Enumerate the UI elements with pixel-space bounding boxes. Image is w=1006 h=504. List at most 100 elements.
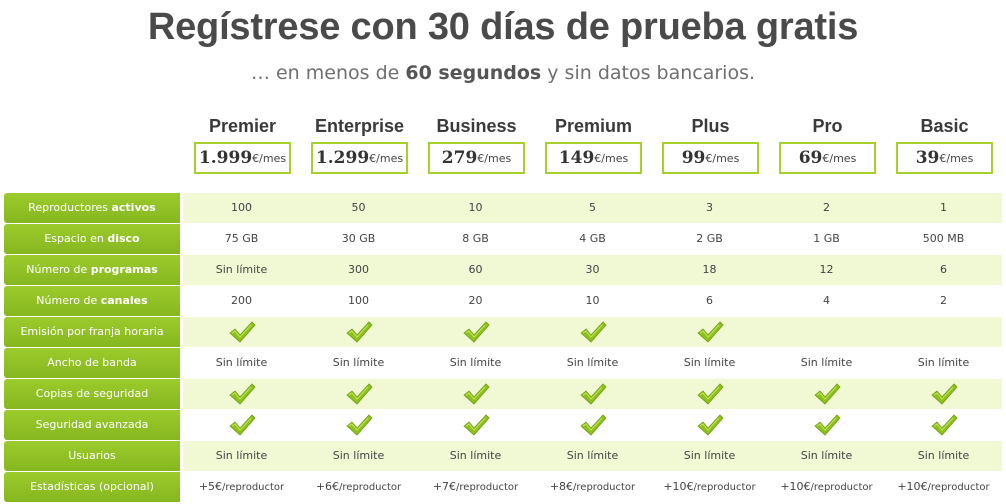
- feature-value: Sin límite: [917, 356, 970, 369]
- feature-label-text: Usuarios: [68, 449, 116, 462]
- price-unit: €/mes: [594, 151, 629, 165]
- addon-amount: +10€: [780, 480, 811, 493]
- price-amount: 279: [441, 148, 478, 168]
- plan-column-4: Plus 99 €/mes: [652, 112, 769, 174]
- feature-label-text: Seguridad avanzada: [35, 418, 149, 431]
- feature-label-text: Estadísticas (opcional): [30, 480, 154, 493]
- addon-unit: /reproductor: [339, 482, 402, 493]
- feature-label: Usuarios: [4, 441, 180, 471]
- plan-column-2: Business 279 €/mes: [418, 112, 535, 174]
- price-amount: 1.999: [198, 148, 253, 168]
- plan-price-button[interactable]: 39 €/mes: [896, 142, 993, 174]
- check-icon: [768, 379, 885, 409]
- feature-value: 4 GB: [579, 232, 606, 245]
- feature-value: Sin límite: [566, 356, 619, 369]
- check-icon: [183, 410, 300, 440]
- plan-name: Basic: [920, 116, 969, 136]
- feature-label: Estadísticas (opcional): [4, 472, 180, 502]
- feature-value: 5: [589, 201, 596, 214]
- addon-price: +6€/reproductor: [300, 472, 417, 502]
- feature-label: Reproductores activos: [4, 193, 180, 223]
- feature-row: Número de canales 200 100 20 10 6 4 2: [4, 286, 1002, 317]
- check-icon: [885, 410, 1002, 440]
- price-amount: 1.299: [315, 148, 370, 168]
- price-unit: €/mes: [369, 151, 404, 165]
- feature-row: Número de programas Sin límite 300 60 30 18 12…: [4, 255, 1002, 286]
- feature-row: Copias de seguridad: [4, 379, 1002, 410]
- plan-name: Business: [436, 116, 517, 136]
- check-icon: [768, 410, 885, 440]
- feature-value: Sin límite: [215, 263, 268, 276]
- feature-label-text: Número de: [36, 294, 101, 307]
- addon-unit: /reproductor: [927, 482, 990, 493]
- feature-values: 75 GB 30 GB 8 GB 4 GB 2 GB 1 GB 500 MB: [183, 224, 1002, 255]
- feature-label-text: Ancho de banda: [47, 356, 137, 369]
- addon-unit: /reproductor: [456, 482, 519, 493]
- plan-header-row: Premier 1.999 €/mes Enterprise 1.299 €/mes Bus…: [184, 112, 1002, 192]
- feature-row: Estadísticas (opcional) +5€/reproductor +6…: [4, 472, 1002, 503]
- feature-values: [183, 379, 1002, 410]
- feature-value: Sin límite: [449, 356, 502, 369]
- check-icon: [183, 379, 300, 409]
- feature-values: [183, 317, 1002, 348]
- addon-amount: +5€: [198, 480, 223, 493]
- addon-unit: /reproductor: [693, 482, 756, 493]
- check-icon: [534, 379, 651, 409]
- check-icon: [534, 317, 651, 347]
- feature-value: 30: [585, 263, 600, 276]
- plan-price-button[interactable]: 279 €/mes: [428, 142, 525, 174]
- price-unit: €/mes: [705, 151, 740, 165]
- feature-value: 8 GB: [462, 232, 489, 245]
- check-icon: [183, 317, 300, 347]
- price-unit: €/mes: [477, 151, 512, 165]
- page-subtitle: … en menos de 60 segundos y sin datos ba…: [0, 62, 1006, 84]
- feature-value: Sin límite: [215, 449, 268, 462]
- feature-value: 30 GB: [341, 232, 376, 245]
- addon-amount: +10€: [663, 480, 694, 493]
- plan-price-button[interactable]: 1.299 €/mes: [311, 142, 408, 174]
- feature-row: Emisión por franja horaria: [4, 317, 1002, 348]
- feature-values: +5€/reproductor +6€/reproductor +7€/reprod…: [183, 472, 1002, 503]
- plan-column-6: Basic 39 €/mes: [886, 112, 1003, 174]
- addon-price: +10€/reproductor: [768, 472, 885, 502]
- feature-value: Sin límite: [917, 449, 970, 462]
- check-icon: [417, 379, 534, 409]
- feature-label-bold: disco: [107, 232, 140, 245]
- feature-row: Reproductores activos 100 50 10 5 3 2 1: [4, 193, 1002, 224]
- feature-value: Sin límite: [332, 449, 385, 462]
- addon-amount: +10€: [897, 480, 928, 493]
- feature-value: 2: [823, 201, 830, 214]
- feature-label: Emisión por franja horaria: [4, 317, 180, 347]
- feature-label-bold: canales: [100, 294, 148, 307]
- feature-value: 200: [231, 294, 252, 307]
- check-icon: [651, 317, 768, 347]
- plan-column-5: Pro 69 €/mes: [769, 112, 886, 174]
- check-icon: [300, 410, 417, 440]
- feature-value: Sin límite: [683, 449, 736, 462]
- feature-values: Sin límite Sin límite Sin límite Sin límite…: [183, 441, 1002, 472]
- addon-price: +7€/reproductor: [417, 472, 534, 502]
- plan-price-button[interactable]: 1.999 €/mes: [194, 142, 291, 174]
- plan-name: Pro: [812, 116, 843, 136]
- plan-name: Enterprise: [314, 116, 405, 136]
- plan-price-button[interactable]: 69 €/mes: [779, 142, 876, 174]
- feature-value: 300: [348, 263, 369, 276]
- feature-value: 50: [351, 201, 366, 214]
- feature-value: 10: [468, 201, 483, 214]
- addon-amount: +6€: [315, 480, 340, 493]
- plan-price-button[interactable]: 149 €/mes: [545, 142, 642, 174]
- addon-unit: /reproductor: [810, 482, 873, 493]
- feature-value: 6: [706, 294, 713, 307]
- price-amount: 99: [681, 148, 706, 168]
- feature-value: 75 GB: [224, 232, 259, 245]
- feature-value: 6: [940, 263, 947, 276]
- check-icon: [534, 410, 651, 440]
- plan-price-button[interactable]: 99 €/mes: [662, 142, 759, 174]
- feature-values: Sin límite Sin límite Sin límite Sin límite…: [183, 348, 1002, 379]
- feature-value: 12: [819, 263, 834, 276]
- feature-value: 18: [702, 263, 717, 276]
- feature-label: Número de programas: [4, 255, 180, 285]
- plan-column-3: Premium 149 €/mes: [535, 112, 652, 174]
- feature-value: 20: [468, 294, 483, 307]
- feature-label: Seguridad avanzada: [4, 410, 180, 440]
